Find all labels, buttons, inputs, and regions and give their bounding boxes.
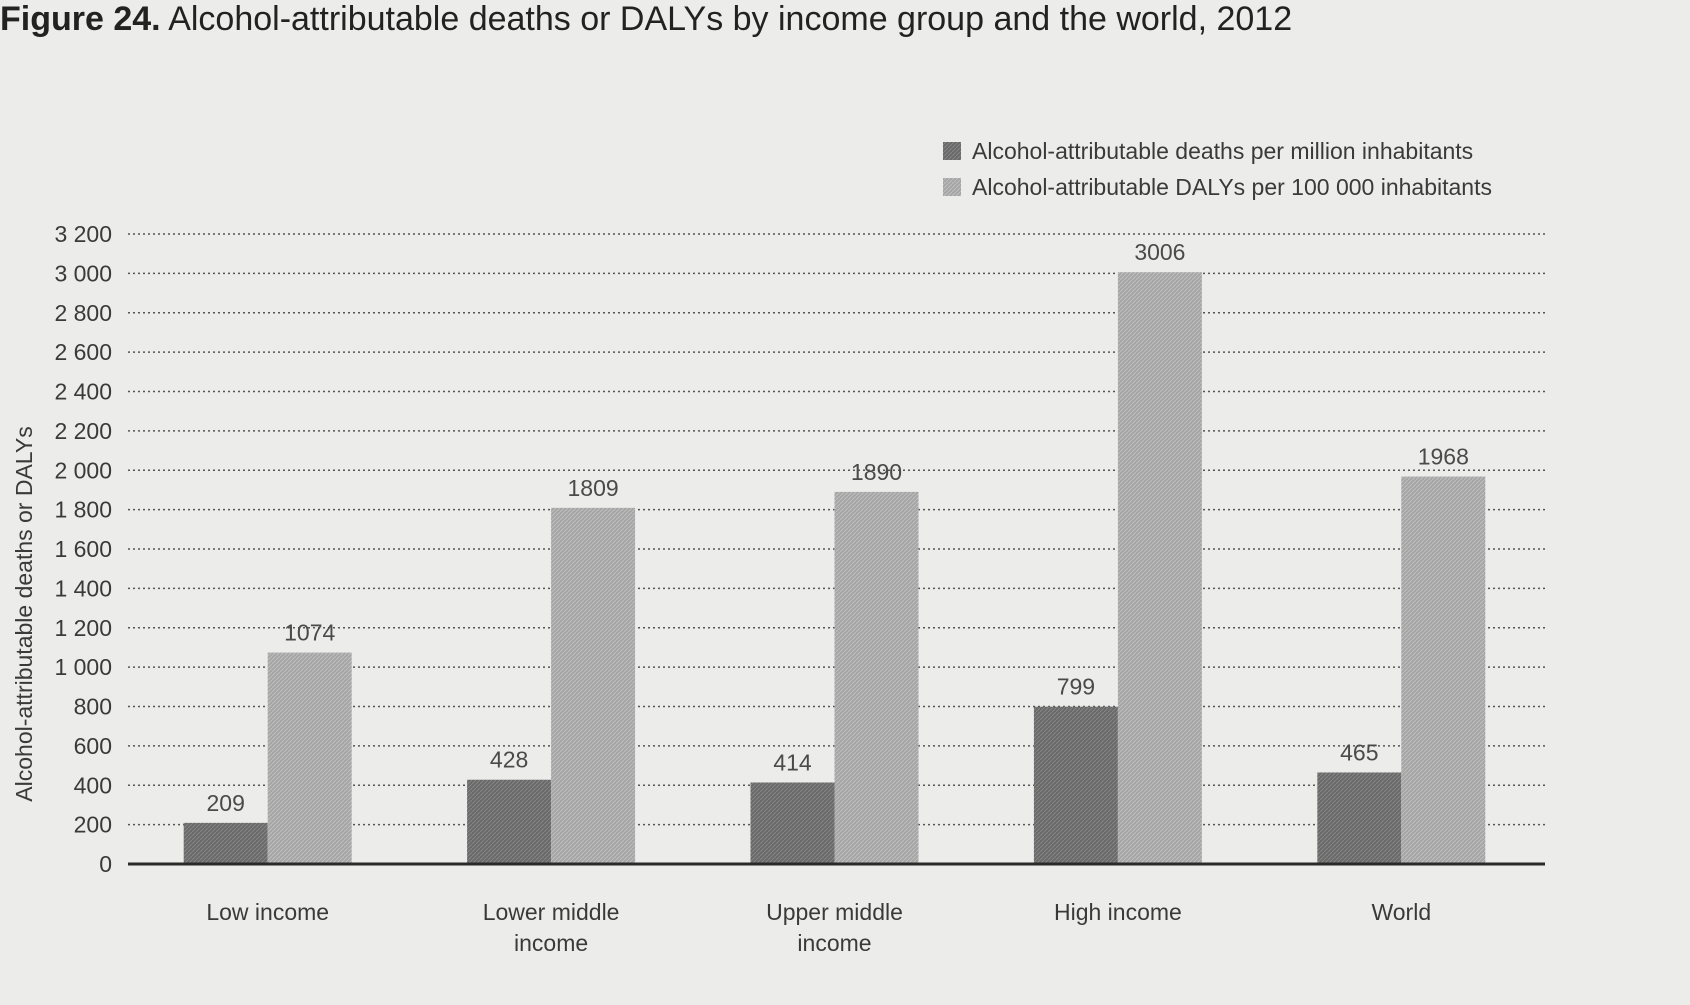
bar — [834, 491, 919, 864]
y-tick-label: 600 — [74, 733, 112, 759]
data-label: 414 — [773, 749, 812, 775]
x-category-label: Low income — [206, 899, 329, 925]
bar — [1033, 706, 1118, 864]
y-tick-label: 1 600 — [54, 536, 112, 562]
data-labels: 209 1074 428 1809 414 1890 799 3006 465 1968 — [207, 239, 1469, 816]
data-label: 1809 — [568, 475, 619, 501]
y-tick-label: 3 200 — [54, 221, 112, 247]
legend-swatch — [943, 178, 961, 196]
bar — [750, 782, 835, 864]
x-category-label: income — [514, 930, 588, 956]
y-tick-label: 0 — [99, 851, 112, 877]
y-tick-label: 2 800 — [54, 300, 112, 326]
data-label: 1968 — [1418, 444, 1469, 470]
y-tick-label: 3 000 — [54, 260, 112, 286]
y-tick-label: 2 200 — [54, 418, 112, 444]
bar — [267, 652, 352, 864]
y-tick-label: 2 000 — [54, 457, 112, 483]
data-label: 428 — [490, 747, 528, 773]
bar — [1117, 272, 1202, 865]
y-tick-label: 1 200 — [54, 615, 112, 641]
x-category-label: High income — [1054, 899, 1182, 925]
x-category-label: Lower middle — [483, 899, 620, 925]
legend-swatch — [943, 142, 961, 160]
data-label: 799 — [1057, 674, 1095, 700]
y-tick-label: 1 800 — [54, 497, 112, 523]
data-label: 3006 — [1134, 239, 1185, 265]
y-tick-label: 1 400 — [54, 575, 112, 601]
bar — [467, 779, 552, 864]
data-label: 1890 — [851, 459, 902, 485]
y-tick-label: 2 600 — [54, 339, 112, 365]
x-axis-categories: Low income Lower middle income Upper middle… — [206, 899, 1431, 956]
legend-label: Alcohol-attributable deaths per million … — [972, 138, 1473, 164]
bar — [183, 822, 268, 864]
figure-number: Figure 24. — [0, 0, 161, 38]
y-tick-label: 2 400 — [54, 379, 112, 405]
x-category-label: income — [797, 930, 871, 956]
data-label: 209 — [207, 790, 245, 816]
bars — [183, 272, 1486, 865]
x-category-label: Upper middle — [766, 899, 903, 925]
y-axis-ticks: 0 200 400 600 800 1 000 1 200 1 400 1 600 1 800 2 … — [54, 221, 112, 877]
y-tick-label: 200 — [74, 812, 112, 838]
y-tick-label: 1 000 — [54, 654, 112, 680]
figure-title-text: Alcohol-attributable deaths or DALYs by … — [168, 0, 1293, 38]
data-label: 465 — [1340, 739, 1378, 765]
legend-label: Alcohol-attributable DALYs per 100 000 i… — [972, 174, 1492, 200]
bar — [1317, 772, 1402, 864]
y-tick-label: 400 — [74, 772, 112, 798]
y-axis-title: Alcohol-attributable deaths or DALYs — [11, 426, 37, 801]
figure-title: Figure 24. Alcohol-attributable deaths o… — [0, 0, 1292, 38]
legend: Alcohol-attributable deaths per million … — [943, 138, 1492, 200]
bar — [551, 507, 636, 864]
gridlines — [128, 233, 1545, 826]
data-label: 1074 — [284, 620, 335, 646]
bar — [1401, 476, 1486, 864]
x-category-label: World — [1371, 899, 1431, 925]
y-tick-label: 800 — [74, 694, 112, 720]
